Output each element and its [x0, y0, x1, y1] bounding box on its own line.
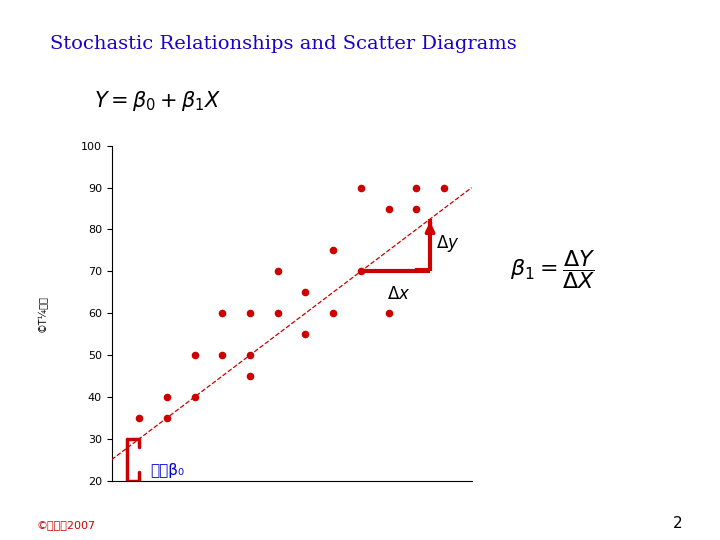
Point [355, 183, 366, 192]
Point [217, 309, 228, 318]
Point [328, 246, 339, 255]
Point [161, 414, 173, 422]
Point [355, 267, 366, 275]
Point [300, 330, 311, 339]
Point [272, 309, 284, 318]
Point [383, 309, 395, 318]
Point [244, 372, 256, 380]
Text: 截距β₀: 截距β₀ [150, 463, 184, 478]
Point [300, 288, 311, 296]
Point [383, 204, 395, 213]
Point [161, 393, 173, 401]
Point [438, 183, 450, 192]
Point [189, 393, 200, 401]
Text: $\beta_1 = \dfrac{\Delta Y}{\Delta X}$: $\beta_1 = \dfrac{\Delta Y}{\Delta X}$ [510, 248, 595, 291]
Point [244, 309, 256, 318]
Text: $\Delta x$: $\Delta x$ [387, 285, 410, 303]
Text: 2: 2 [673, 516, 683, 531]
Text: $\Delta y$: $\Delta y$ [436, 233, 459, 254]
Point [189, 351, 200, 360]
Point [328, 309, 339, 318]
Point [410, 204, 422, 213]
Point [244, 351, 256, 360]
Text: $Y = \beta_0 + \beta_1 X$: $Y = \beta_0 + \beta_1 X$ [94, 89, 221, 113]
Point [410, 183, 422, 192]
Point [217, 351, 228, 360]
Text: ©T¼中線: ©T¼中線 [37, 295, 48, 332]
Point [133, 414, 145, 422]
Point [272, 267, 284, 275]
Text: ©蘇國賢2007: ©蘇國賢2007 [36, 520, 95, 530]
Text: Stochastic Relationships and Scatter Diagrams: Stochastic Relationships and Scatter Dia… [50, 35, 517, 53]
